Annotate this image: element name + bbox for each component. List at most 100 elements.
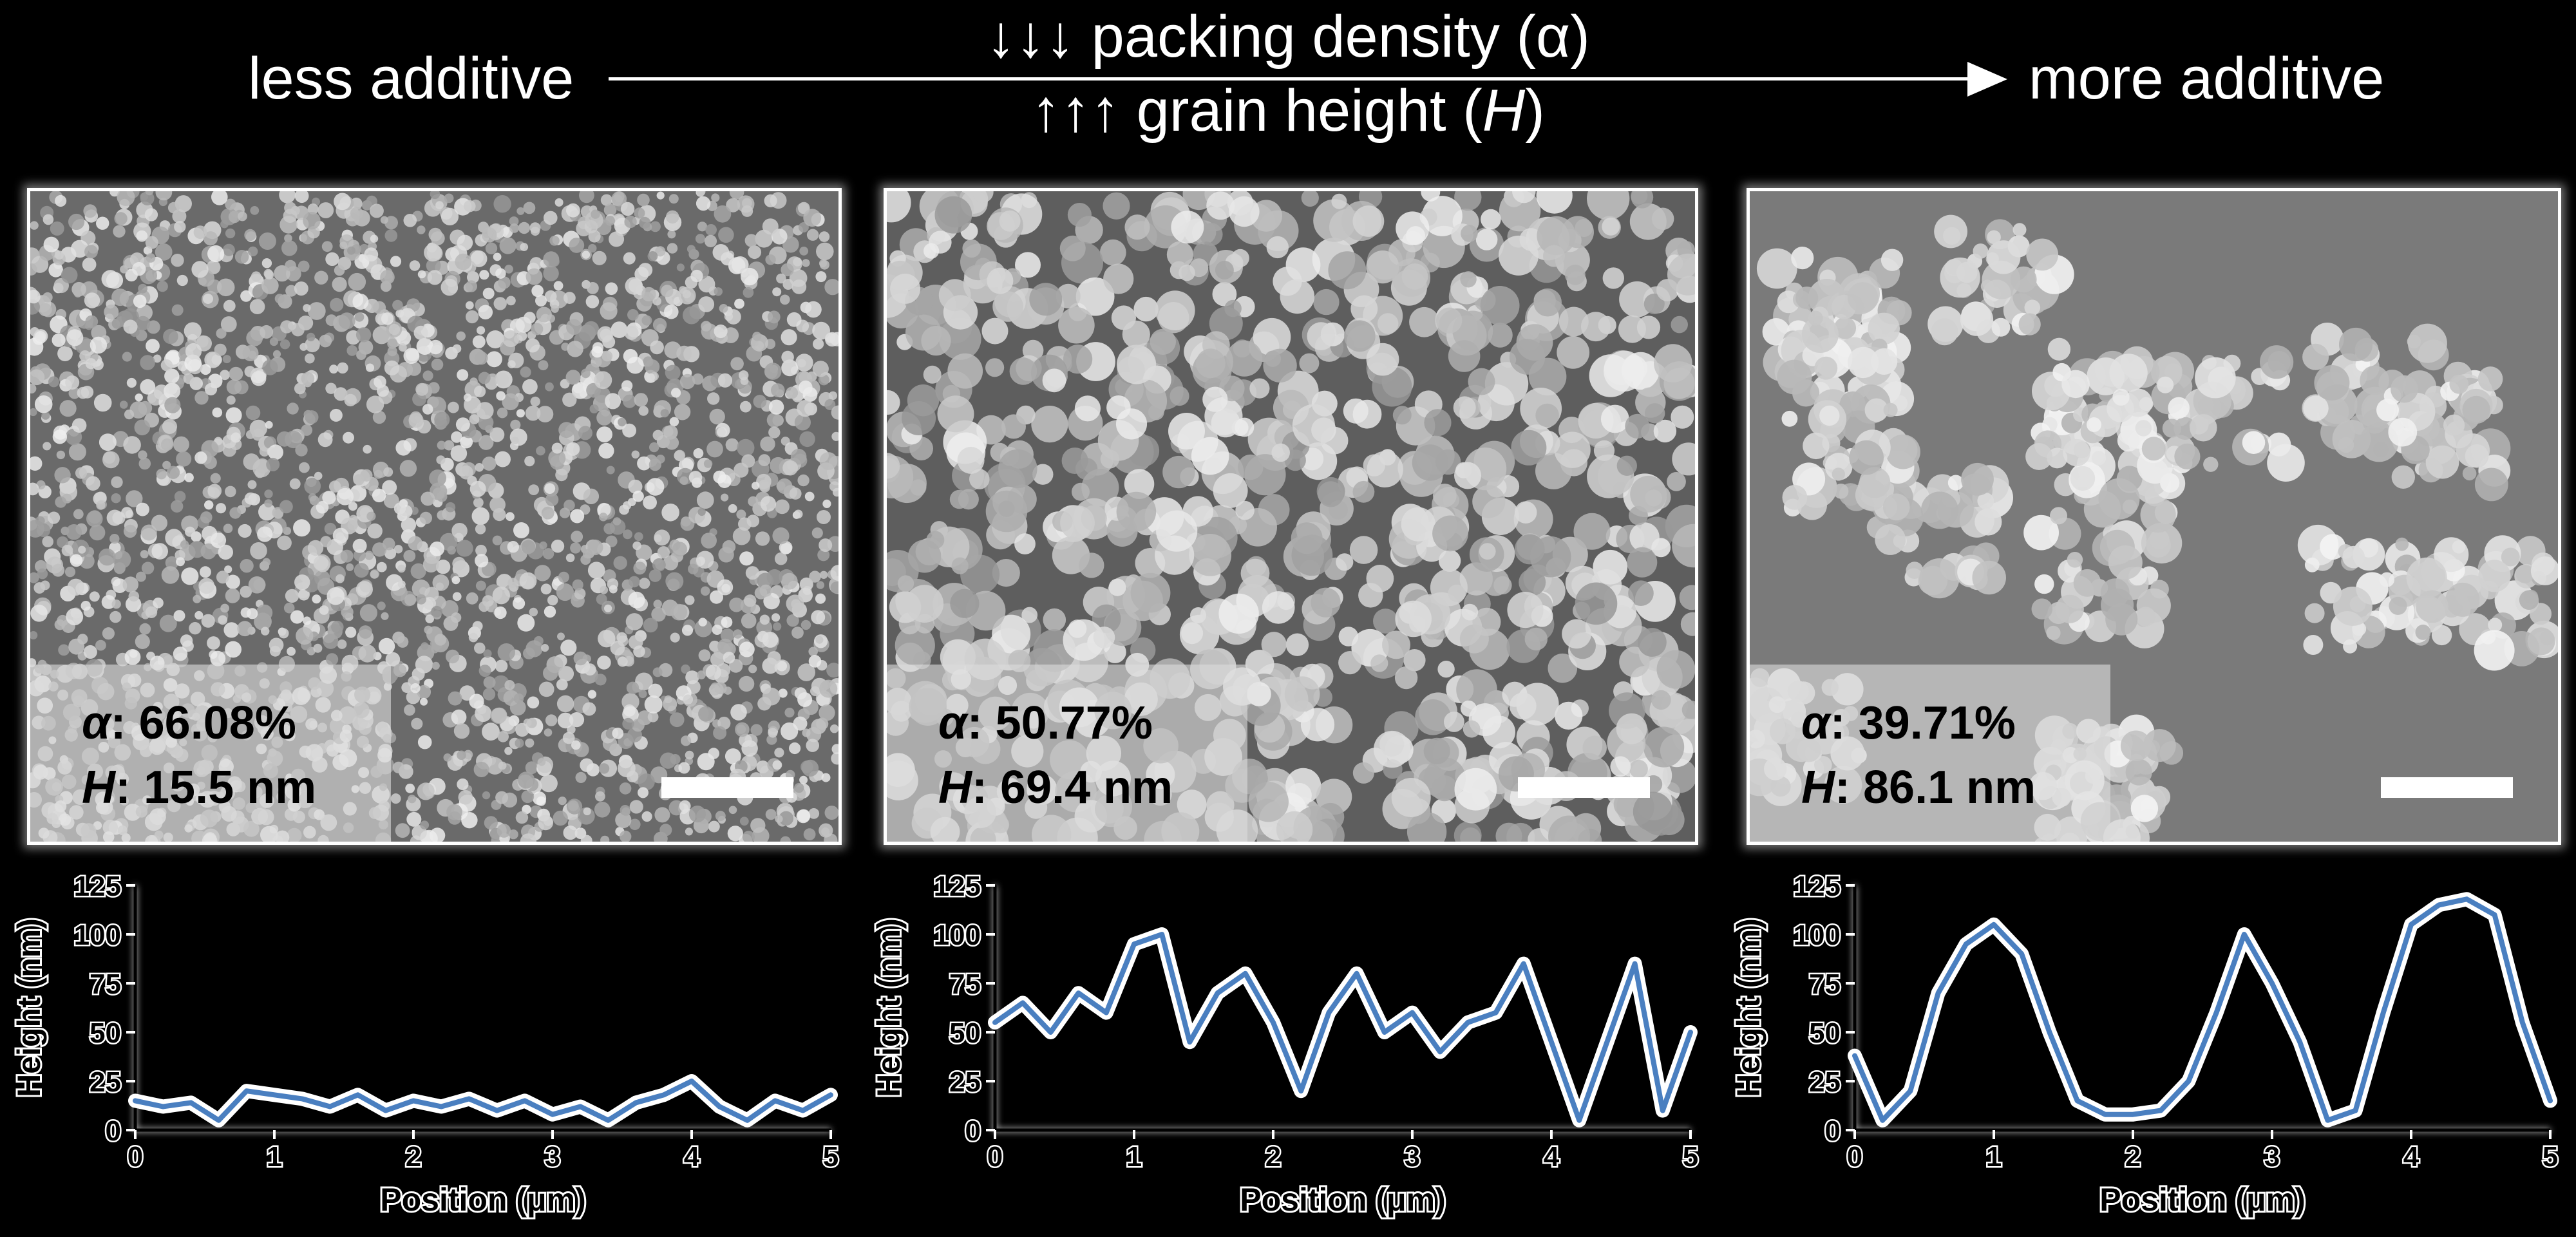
grain	[516, 331, 527, 341]
grain-cluster	[1832, 467, 1845, 481]
grain	[570, 542, 582, 554]
y-tick-label: 0	[106, 1115, 121, 1147]
grain	[1229, 196, 1260, 227]
grain-cluster	[2203, 457, 2219, 472]
grain	[688, 563, 699, 574]
grain	[111, 493, 121, 504]
grain	[328, 480, 341, 493]
grain	[199, 566, 211, 578]
grain	[519, 572, 537, 590]
grain	[417, 735, 432, 750]
grain-cluster	[2416, 590, 2448, 623]
grain	[1235, 500, 1255, 520]
grain	[134, 419, 151, 436]
height-value: H: 86.1 nm	[1801, 762, 2036, 813]
grain	[314, 471, 323, 480]
grain	[571, 531, 583, 543]
grain	[211, 191, 228, 205]
grain	[660, 409, 669, 418]
grain	[296, 627, 314, 645]
grain	[59, 400, 77, 417]
grain	[1396, 211, 1430, 245]
grain	[469, 414, 480, 425]
grain	[650, 221, 661, 232]
stats-label-box: α: 39.71% H: 86.1 nm	[1750, 665, 2110, 842]
grain	[30, 221, 39, 230]
grain	[527, 696, 540, 709]
grain	[813, 338, 824, 350]
grain	[646, 478, 665, 496]
grain	[65, 375, 80, 390]
x-tick-label: 2	[406, 1141, 421, 1173]
grain	[1155, 290, 1195, 330]
x-tick-label: 5	[1683, 1141, 1698, 1173]
grain	[624, 325, 639, 340]
grain	[652, 317, 667, 332]
grain	[359, 604, 377, 622]
grain	[1461, 225, 1478, 242]
grain	[334, 265, 345, 276]
grain	[451, 523, 468, 539]
grain	[128, 590, 140, 602]
grain-cluster	[2141, 437, 2166, 461]
grain	[551, 305, 559, 313]
grain	[223, 524, 233, 533]
grain	[220, 603, 229, 613]
grain	[1654, 344, 1692, 382]
grain	[345, 627, 357, 638]
grain	[472, 621, 483, 632]
grain	[428, 339, 443, 355]
grain	[248, 246, 258, 257]
grain	[781, 263, 794, 277]
grain	[305, 410, 319, 424]
grain	[281, 240, 298, 256]
grain-cluster	[2302, 343, 2329, 370]
grain	[206, 260, 221, 274]
grain	[380, 216, 388, 224]
grain	[563, 826, 578, 840]
grain	[1460, 271, 1477, 288]
grain	[683, 694, 694, 705]
grain	[650, 340, 664, 355]
grain	[356, 350, 366, 360]
grain	[1535, 403, 1559, 428]
grain-cluster	[2462, 466, 2477, 481]
grain	[218, 615, 228, 625]
grain	[809, 571, 821, 583]
grain	[408, 536, 422, 551]
x-tick-label: 0	[987, 1141, 1003, 1173]
grain	[573, 651, 588, 666]
grain	[200, 364, 211, 375]
grain	[816, 242, 834, 261]
grain	[430, 827, 446, 842]
grain	[764, 365, 778, 379]
grain-cluster	[2140, 496, 2176, 533]
grain	[499, 237, 516, 254]
grain	[452, 344, 462, 354]
grain	[690, 269, 703, 283]
grain	[401, 682, 412, 693]
grain	[291, 323, 305, 337]
grain	[715, 811, 726, 822]
grain	[469, 377, 478, 386]
grain-cluster	[2190, 414, 2217, 442]
grain	[739, 551, 754, 566]
grain	[1263, 348, 1297, 382]
grain	[717, 638, 734, 654]
sem-texture-2	[887, 191, 1695, 842]
grain	[1680, 612, 1695, 636]
grain	[697, 507, 706, 516]
grain	[1481, 568, 1510, 596]
grain	[381, 612, 389, 620]
grain	[366, 195, 377, 207]
grain-cluster	[1814, 356, 1838, 380]
grain	[721, 616, 733, 628]
grain-cluster	[2477, 366, 2503, 392]
grain	[819, 452, 838, 470]
grain	[138, 401, 153, 415]
grain	[68, 638, 85, 655]
grain	[800, 619, 811, 630]
grain	[781, 572, 798, 590]
grain	[763, 592, 780, 610]
grain	[388, 324, 401, 335]
